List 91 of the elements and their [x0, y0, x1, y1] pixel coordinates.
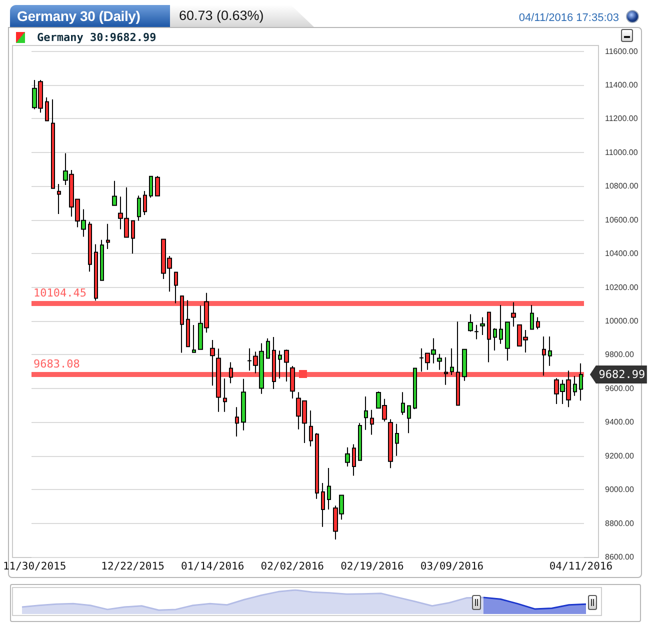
candlestick [352, 444, 356, 476]
chart-subtitle: 60.73 (0.63%) [179, 7, 264, 25]
y-tick-label: 11600.00 [605, 46, 638, 56]
candlestick [186, 300, 190, 348]
candlestick [174, 272, 178, 304]
ref-line-label: 9683.08 [33, 357, 80, 370]
candlestick [241, 378, 246, 431]
y-tick-label: 9200.00 [605, 451, 634, 460]
y-tick-label: 11000.00 [605, 148, 638, 157]
candlestick [437, 353, 442, 370]
candlestick [487, 312, 491, 363]
candlestick [345, 446, 350, 467]
candlestick [266, 338, 270, 359]
candlestick [235, 406, 239, 437]
candlestick [192, 324, 196, 353]
candlestick [573, 375, 577, 396]
candlestick [315, 432, 319, 500]
candlestick [413, 368, 417, 410]
candlestick [505, 322, 510, 362]
y-tick-label: 10600.00 [605, 215, 639, 224]
candlestick [407, 405, 411, 434]
candlestick [364, 396, 368, 430]
x-tick-label: 04/11/2016 [549, 560, 613, 572]
candlestick [536, 316, 540, 330]
candlestick [45, 96, 49, 122]
candlestick [229, 362, 233, 384]
candlestick [180, 296, 184, 354]
candlestick [51, 98, 55, 190]
candlestick [143, 190, 147, 216]
x-tick-label: 01/14/2016 [180, 560, 244, 572]
candlestick [468, 314, 473, 332]
annotation: 9682.99 [598, 368, 646, 381]
candlestick [456, 321, 460, 406]
candlestick [309, 410, 313, 447]
candlestick [493, 328, 497, 352]
y-tick-label: 10400.00 [605, 249, 639, 258]
candlestick [100, 239, 104, 281]
candlestick [548, 336, 552, 366]
y-tick-label: 9000.00 [605, 485, 634, 494]
x-tick-label: 02/02/2016 [260, 560, 324, 572]
chart-title: Germany 30 (Daily) [17, 7, 140, 26]
y-tick-label: 9800.00 [605, 350, 634, 360]
y-tick-label: 11200.00 [605, 114, 638, 124]
candlestick [388, 418, 393, 469]
x-tick-label: 11/30/2015 [2, 560, 66, 572]
candlestick [94, 244, 98, 302]
candlestick [370, 409, 374, 436]
candlestick [395, 423, 399, 456]
candlestick [401, 392, 405, 416]
y-tick-label: 10000.00 [605, 316, 639, 326]
candlestick [223, 378, 227, 412]
y-tick-label: 8800.00 [605, 518, 634, 528]
y-tick-label: 9400.00 [605, 418, 634, 427]
candlestick [272, 336, 276, 390]
candlestick [106, 223, 110, 250]
text: Germany 30:9682.99 [37, 31, 156, 44]
candlestick [131, 220, 135, 254]
text: 04/11/2016 17:35:03 [518, 11, 619, 25]
candlestick [216, 348, 221, 412]
x-tick-label: 12/22/2015 [101, 560, 164, 572]
y-tick-label: 9600.00 [605, 384, 634, 393]
candlestick [511, 302, 516, 328]
candlestick [444, 356, 448, 386]
candlestick [474, 324, 479, 340]
candlestick [278, 350, 282, 379]
x-tick-label: 02/19/2016 [340, 560, 404, 572]
candlestick [462, 348, 467, 382]
candlestick [542, 336, 546, 376]
x-tick-label: 03/09/2016 [420, 560, 484, 572]
candlestick [327, 467, 331, 510]
y-tick-label: 10800.00 [605, 182, 639, 191]
candlestick [137, 195, 141, 222]
candlestick [149, 176, 153, 198]
candlestick [284, 349, 289, 382]
candlestick [210, 340, 215, 386]
candlestick [358, 422, 362, 461]
candlestick [530, 304, 534, 330]
candlestick [321, 482, 325, 528]
candlestick [57, 183, 61, 214]
candlestick [450, 348, 454, 376]
candlestick [480, 316, 485, 336]
candlestick [579, 362, 583, 402]
candlestick [112, 180, 117, 206]
candlestick [155, 176, 160, 196]
y-tick-label: 8600.00 [605, 552, 634, 562]
candlestick [290, 366, 295, 400]
y-tick-label: 10200.00 [605, 282, 639, 292]
candlestick [499, 304, 503, 344]
y-tick-label: 11400.00 [605, 80, 638, 90]
ref-line-label: 10104.45 [33, 286, 86, 300]
candlestick [88, 221, 92, 272]
